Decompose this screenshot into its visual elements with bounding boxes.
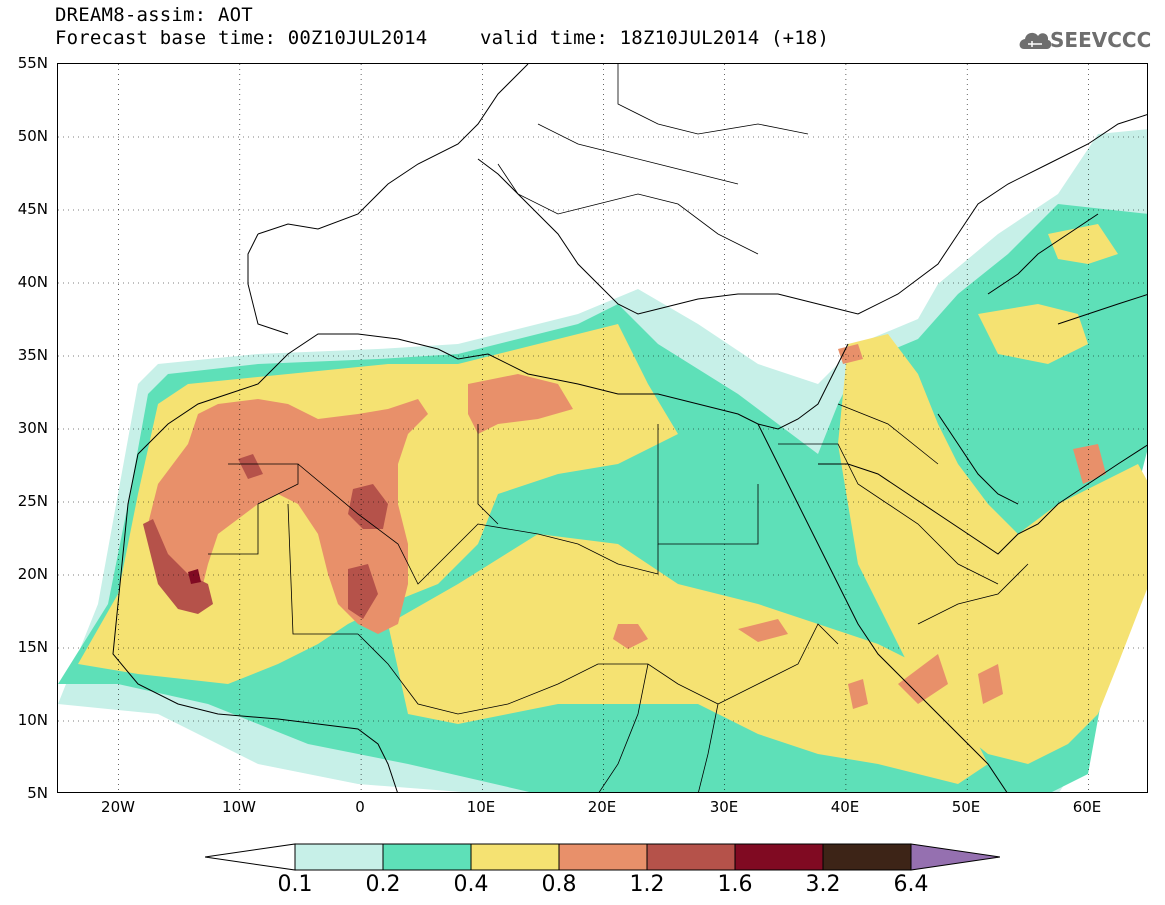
legend-level: 3.2	[805, 872, 841, 897]
colorbar-bin	[822, 843, 912, 871]
colorbar-bin	[294, 843, 384, 871]
lat-label: 30N	[17, 419, 48, 437]
legend-level: 1.2	[629, 872, 665, 897]
lon-label: 20E	[587, 798, 617, 816]
graticule	[58, 64, 1147, 792]
colorbar-bin	[470, 843, 560, 871]
colorbar-over-triangle	[910, 843, 1000, 871]
legend-level: 0.8	[541, 872, 577, 897]
aot-map	[57, 63, 1148, 793]
colorbar-bin	[558, 843, 648, 871]
colorbar-bin	[646, 843, 736, 871]
lat-label: 50N	[17, 127, 48, 145]
colorbar-bin	[382, 843, 472, 871]
colorbar	[205, 843, 1000, 871]
lon-label: 50E	[951, 798, 981, 816]
valid-time: valid time: 18Z10JUL2014 (+18)	[480, 27, 830, 49]
coastlines	[112, 64, 1147, 792]
legend-level: 0.2	[365, 872, 401, 897]
map-title: DREAM8-assim: AOT	[55, 4, 253, 26]
legend-level: 1.6	[717, 872, 753, 897]
cloud-icon	[1019, 32, 1052, 49]
country-borders	[208, 64, 1029, 792]
lon-label: 0	[355, 798, 365, 816]
lat-label: 25N	[17, 492, 48, 510]
legend-level: 0.4	[453, 872, 489, 897]
aot-1.2-1.6	[143, 454, 388, 619]
lat-label: 10N	[17, 711, 48, 729]
lat-label: 40N	[17, 273, 48, 291]
colorbar-under-triangle	[205, 843, 296, 871]
forecast-base-time: Forecast base time: 00Z10JUL2014	[55, 27, 428, 49]
lat-label: 55N	[17, 54, 48, 72]
aot-field	[58, 64, 1147, 792]
lat-label: 20N	[17, 565, 48, 583]
lat-label: 35N	[17, 346, 48, 364]
logo-text: SEEVCCC	[1050, 28, 1152, 52]
aot-1.6-3.2	[188, 569, 201, 584]
colorbar-bin	[734, 843, 824, 871]
lon-label: 30E	[709, 798, 739, 816]
legend-level: 6.4	[893, 872, 929, 897]
lon-label: 10E	[466, 798, 496, 816]
lon-label: 40E	[830, 798, 860, 816]
lon-label: 20W	[101, 798, 135, 816]
lon-label: 60E	[1072, 798, 1102, 816]
lat-label: 45N	[17, 200, 48, 218]
lat-label: 15N	[17, 638, 48, 656]
lon-label: 10W	[222, 798, 256, 816]
legend-level: 0.1	[277, 872, 313, 897]
lat-label: 5N	[27, 784, 48, 802]
